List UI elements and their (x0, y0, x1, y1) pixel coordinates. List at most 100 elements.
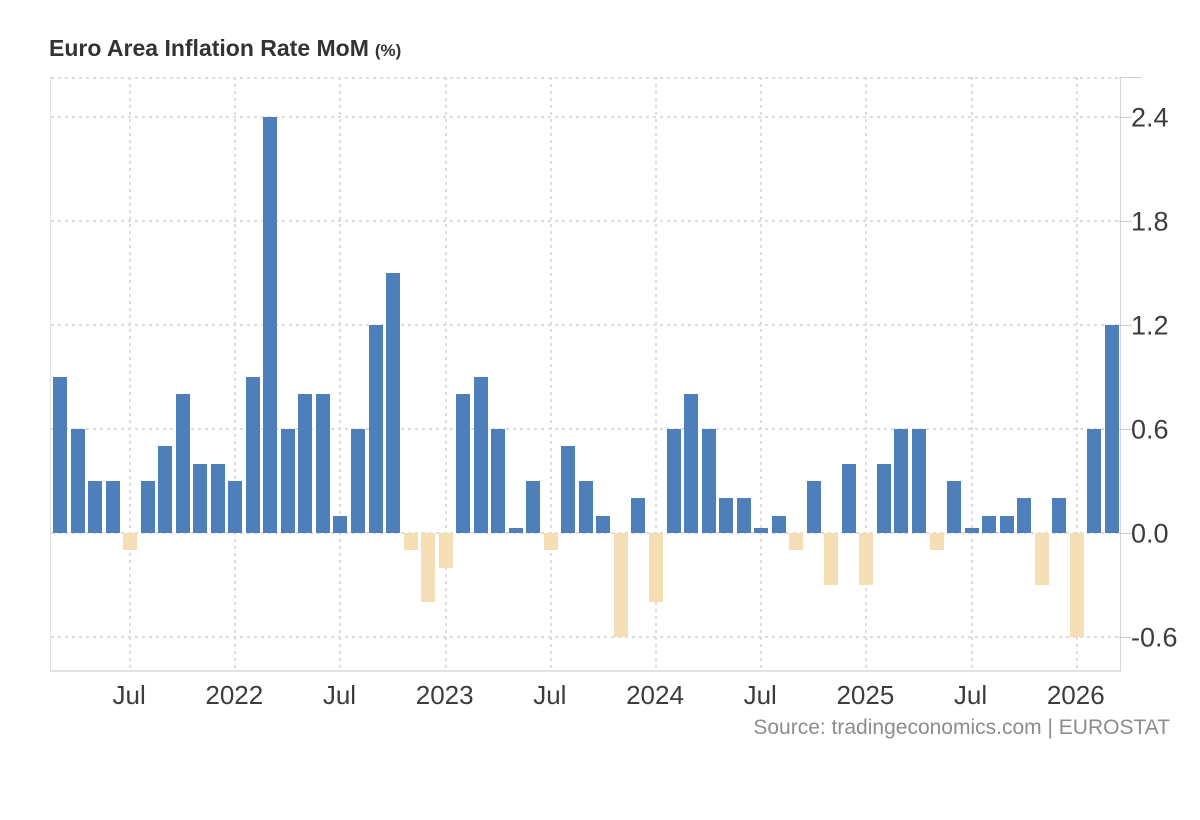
bar[interactable] (158, 446, 173, 533)
bar[interactable] (1034, 533, 1049, 586)
bar[interactable] (982, 515, 997, 533)
x-gridline (129, 77, 132, 670)
bar[interactable] (298, 394, 313, 533)
x-gridline (1075, 77, 1078, 670)
x-gridline (970, 77, 973, 670)
y-axis-top-tick (1119, 77, 1141, 78)
bar[interactable] (245, 376, 260, 533)
x-gridline (760, 77, 763, 670)
bar[interactable] (789, 533, 804, 551)
bar[interactable] (386, 272, 401, 533)
bar[interactable] (859, 533, 874, 586)
bar[interactable] (543, 533, 558, 551)
bar[interactable] (701, 428, 716, 533)
x-gridline (444, 77, 447, 670)
y-axis-tick-label: 1.8 (1131, 206, 1169, 237)
y-axis-tick (1119, 220, 1132, 222)
bar[interactable] (666, 428, 681, 533)
bar[interactable] (456, 394, 471, 533)
bar[interactable] (947, 480, 962, 533)
chart-title: Euro Area Inflation Rate MoM (%) (49, 33, 401, 66)
x-axis-tick-label: 2025 (836, 680, 895, 710)
bar[interactable] (175, 394, 190, 533)
bar[interactable] (911, 428, 926, 533)
bar[interactable] (333, 515, 348, 533)
bar[interactable] (999, 515, 1014, 533)
y-axis-tick-label: 1.2 (1131, 310, 1169, 341)
x-gridline (234, 77, 237, 670)
y-gridline (51, 323, 1120, 326)
x-axis-tick-label: Jul (533, 680, 567, 710)
bar[interactable] (438, 533, 453, 568)
y-axis-tick-label: 0.6 (1131, 414, 1169, 445)
bar[interactable] (210, 463, 225, 533)
bar[interactable] (351, 428, 365, 533)
bar[interactable] (526, 480, 541, 533)
bar[interactable] (105, 480, 120, 533)
x-axis-tick-label: 2026 (1046, 680, 1105, 710)
bar[interactable] (596, 515, 611, 533)
y-axis-tick-label: 2.4 (1131, 102, 1169, 133)
y-gridline (51, 532, 1120, 534)
bar[interactable] (403, 533, 418, 551)
x-gridline (549, 77, 552, 670)
bar[interactable] (578, 480, 593, 533)
bar[interactable] (1069, 533, 1084, 638)
bar[interactable] (684, 394, 699, 533)
x-axis-tick-label: 2024 (626, 680, 684, 710)
bar[interactable] (613, 533, 628, 638)
bar[interactable] (1017, 498, 1032, 533)
bar[interactable] (929, 533, 944, 551)
bar[interactable] (70, 428, 85, 533)
y-axis-tick-label: -0.6 (1131, 622, 1178, 653)
bar[interactable] (280, 428, 295, 533)
bar[interactable] (1087, 428, 1102, 533)
bar[interactable] (263, 116, 278, 533)
bar[interactable] (841, 463, 856, 533)
bar[interactable] (719, 498, 734, 533)
bar[interactable] (421, 533, 436, 603)
bar[interactable] (53, 376, 67, 533)
y-axis-tick (1119, 428, 1132, 430)
bar[interactable] (631, 498, 646, 533)
bar[interactable] (140, 480, 155, 533)
bar[interactable] (123, 533, 138, 551)
x-axis-tick-label: Jul (322, 680, 357, 710)
bar[interactable] (649, 533, 664, 603)
plot-area (50, 77, 1121, 672)
bar[interactable] (315, 394, 330, 533)
bar[interactable] (508, 528, 523, 533)
plot-top-gridline (51, 77, 1120, 79)
bar[interactable] (894, 428, 909, 533)
bar[interactable] (193, 463, 208, 533)
y-axis-tick (1119, 324, 1132, 326)
bar[interactable] (473, 376, 488, 533)
bar[interactable] (964, 528, 979, 533)
y-axis-tick-label: 0.0 (1131, 518, 1169, 549)
bar[interactable] (491, 428, 506, 533)
y-gridline (51, 636, 1120, 639)
x-gridline (339, 77, 342, 670)
bar[interactable] (824, 533, 839, 586)
bar[interactable] (754, 528, 769, 533)
bar[interactable] (88, 480, 103, 533)
y-axis-tick (1119, 533, 1132, 534)
chart-title-text: Euro Area Inflation Rate MoM (49, 35, 369, 61)
chart-title-unit: (%) (374, 41, 402, 60)
bar[interactable] (368, 324, 383, 533)
x-axis-tick-label: Jul (743, 680, 777, 710)
bar[interactable] (736, 498, 751, 533)
x-gridline (655, 77, 658, 670)
bar[interactable] (771, 515, 786, 533)
bar[interactable] (1104, 324, 1119, 533)
y-axis-tick (1119, 116, 1132, 118)
bar[interactable] (1052, 498, 1067, 533)
bar[interactable] (228, 480, 243, 533)
bar[interactable] (806, 480, 821, 533)
y-axis-tick (1119, 637, 1132, 639)
bar[interactable] (561, 446, 576, 533)
y-gridline (51, 115, 1120, 118)
x-axis-tick-label: Jul (953, 680, 988, 710)
x-axis-tick-label: 2022 (205, 680, 264, 710)
bar[interactable] (876, 463, 891, 533)
